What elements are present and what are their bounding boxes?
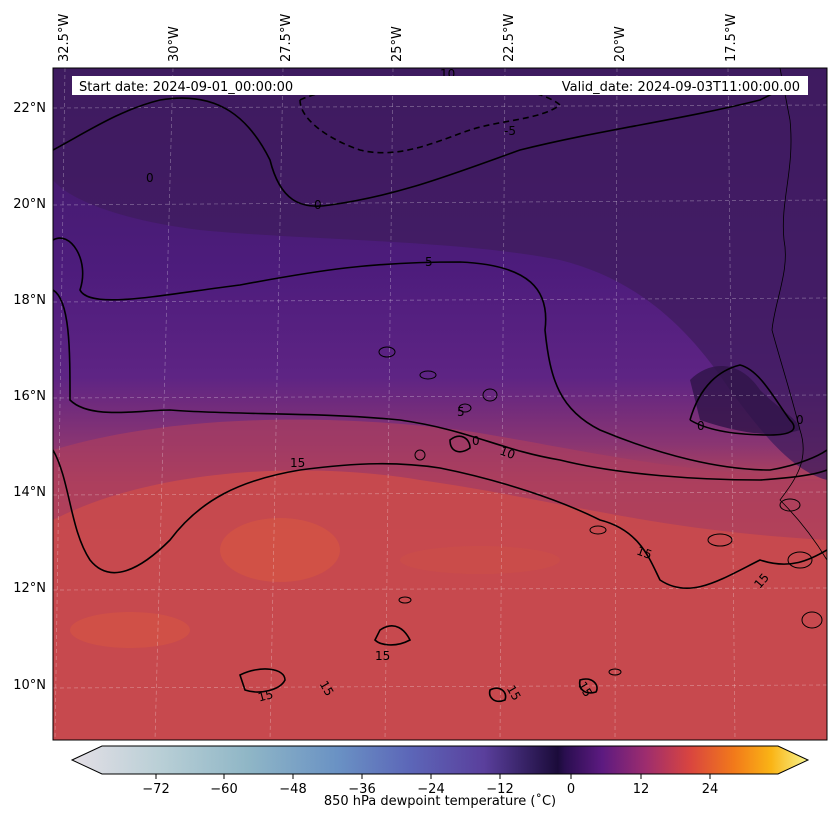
colorbar-tick-label: −72 bbox=[142, 782, 169, 797]
lat-label: 10°N bbox=[13, 678, 46, 693]
colorbar-tick-label: −48 bbox=[279, 782, 306, 797]
contour-label: 0 bbox=[472, 434, 480, 448]
contour-label: 15 bbox=[290, 456, 305, 470]
contour-label: 0 bbox=[314, 198, 322, 212]
contour-label: 15 bbox=[575, 679, 595, 699]
lon-label: 25°W bbox=[390, 26, 405, 62]
lat-label: 18°N bbox=[13, 293, 46, 308]
lon-label: 27.5°W bbox=[279, 14, 294, 62]
lat-label: 12°N bbox=[13, 581, 46, 596]
islands bbox=[378, 346, 823, 676]
contour-labels: 10 -5 0 0 5 5 0 10 0 0 15 15 15 15 15 15… bbox=[146, 68, 804, 705]
lon-label: 20°W bbox=[613, 26, 628, 62]
colorbar-tick-label: 12 bbox=[633, 782, 650, 797]
contour-label: 0 bbox=[796, 413, 804, 427]
contour-label: 5 bbox=[457, 405, 465, 419]
start-date-text: Start date: 2024-09-01_00:00:00 bbox=[79, 80, 293, 95]
contour-label: 15 bbox=[375, 649, 390, 663]
contour-label: 15 bbox=[504, 683, 524, 703]
date-info-box bbox=[72, 76, 808, 95]
contour-label: 15 bbox=[635, 544, 654, 562]
colorbar-tick-label: −12 bbox=[486, 782, 513, 797]
colorbar-tick-label: 24 bbox=[702, 782, 719, 797]
map-frame bbox=[52, 67, 828, 741]
contour-label: 0 bbox=[146, 171, 154, 185]
contour-label: 5 bbox=[425, 255, 433, 269]
contour-label: -5 bbox=[504, 124, 516, 138]
colorbar-tick-label: −24 bbox=[417, 782, 444, 797]
contours bbox=[53, 79, 827, 703]
map-area: 10 -5 0 0 5 5 0 10 0 0 15 15 15 15 15 15… bbox=[53, 68, 827, 740]
contour-label: 15 bbox=[317, 678, 337, 698]
lon-label: 30°W bbox=[167, 26, 182, 62]
lon-label: 22.5°W bbox=[502, 14, 517, 62]
colorbar-tick-label: −36 bbox=[348, 782, 375, 797]
contour-label: 15 bbox=[256, 687, 274, 704]
colorbar-label: 850 hPa dewpoint temperature (˚C) bbox=[324, 793, 556, 809]
lat-label: 22°N bbox=[13, 101, 46, 116]
colorbar: −72 −60 −48 −36 −24 −12 0 12 24 850 hPa … bbox=[70, 745, 810, 809]
lon-label: 17.5°W bbox=[724, 14, 739, 62]
longitude-labels: 32.5°W 30°W 27.5°W 25°W 22.5°W 20°W 17.5… bbox=[57, 14, 739, 62]
lat-label: 16°N bbox=[13, 389, 46, 404]
graticule bbox=[53, 68, 827, 740]
colorbar-tick-label: 0 bbox=[567, 782, 575, 797]
contour-label: 10 bbox=[498, 444, 517, 462]
valid-date-text: Valid_date: 2024-09-03T11:00:00.00 bbox=[562, 80, 800, 95]
lat-label: 14°N bbox=[13, 485, 46, 500]
colorbar-tick-label: −60 bbox=[210, 782, 237, 797]
latitude-labels: 22°N 20°N 18°N 16°N 14°N 12°N 10°N bbox=[13, 101, 46, 693]
contour-label: 0 bbox=[697, 419, 705, 433]
colorbar-ticks bbox=[155, 774, 711, 779]
lat-label: 20°N bbox=[13, 197, 46, 212]
lon-label: 32.5°W bbox=[57, 14, 72, 62]
